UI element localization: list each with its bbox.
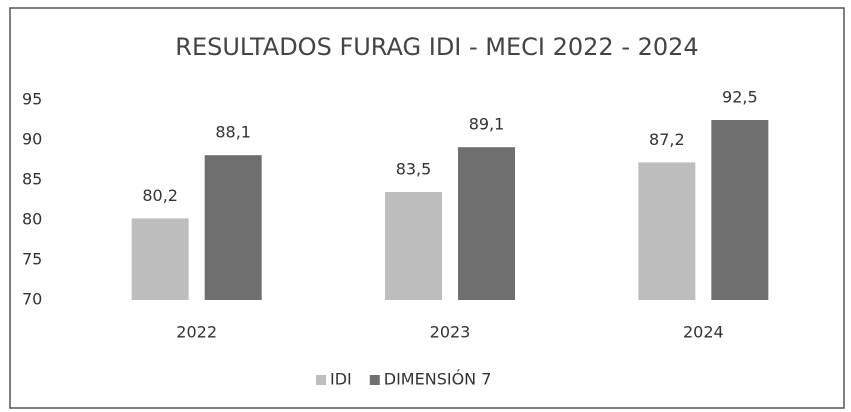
value-label: 87,2 <box>649 130 685 149</box>
y-tick-label: 85 <box>22 170 42 189</box>
y-tick-label: 80 <box>22 210 42 229</box>
value-label: 89,1 <box>469 115 505 134</box>
chart-title: RESULTADOS FURAG IDI - MECI 2022 - 2024 <box>175 33 698 61</box>
bar <box>711 120 769 300</box>
x-tick-label: 2024 <box>683 323 724 342</box>
value-label: 88,1 <box>215 123 251 142</box>
y-tick-label: 75 <box>22 250 42 269</box>
y-tick-label: 90 <box>22 130 42 149</box>
bar <box>204 155 262 300</box>
y-tick-label: 95 <box>22 90 42 109</box>
legend-label: DIMENSIÓN 7 <box>384 370 492 389</box>
bar <box>131 218 189 300</box>
value-label: 92,5 <box>722 88 758 107</box>
y-tick-label: 70 <box>22 290 42 309</box>
legend-label: IDI <box>330 370 352 389</box>
legend-swatch <box>369 375 380 385</box>
value-label: 80,2 <box>142 186 178 205</box>
bar <box>638 162 696 300</box>
x-tick-label: 2022 <box>176 323 217 342</box>
value-label: 83,5 <box>396 160 432 179</box>
legend-swatch <box>316 375 326 385</box>
bar <box>458 147 515 300</box>
x-tick-label: 2023 <box>430 323 471 342</box>
bar <box>385 192 442 300</box>
